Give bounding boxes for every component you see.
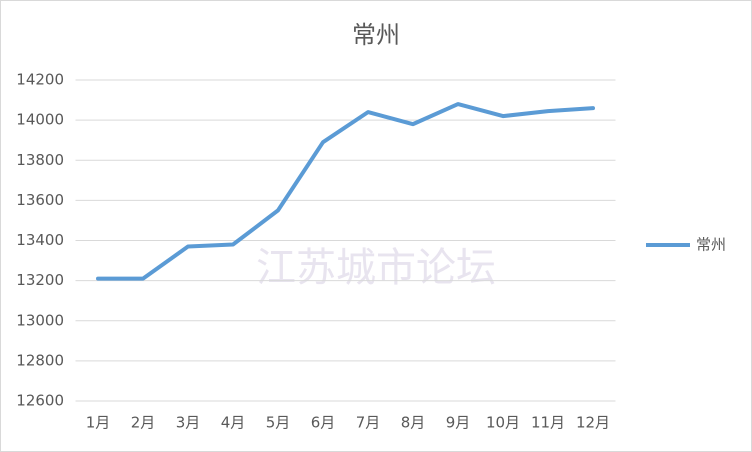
y-tick-label: 13600 <box>16 191 64 209</box>
y-tick-label: 14200 <box>16 71 64 89</box>
y-tick-label: 13200 <box>16 271 64 289</box>
legend-label: 常州 <box>696 236 726 254</box>
y-tick-label: 13800 <box>16 151 64 169</box>
x-tick-label: 3月 <box>176 414 201 432</box>
y-tick-label: 13400 <box>16 231 64 249</box>
y-tick-label: 12600 <box>16 392 64 410</box>
x-tick-label: 10月 <box>486 414 520 432</box>
data-line <box>96 102 595 281</box>
y-tick-label: 14000 <box>16 111 64 129</box>
x-tick-label: 11月 <box>531 414 565 432</box>
x-tick-label: 6月 <box>311 414 336 432</box>
x-tick-label: 5月 <box>266 414 291 432</box>
x-tick-label: 9月 <box>446 414 471 432</box>
y-tick-label: 13000 <box>16 311 64 329</box>
y-tick-label: 12800 <box>16 351 64 369</box>
x-tick-label: 8月 <box>401 414 426 432</box>
x-tick-label: 1月 <box>86 414 111 432</box>
x-tick-label: 2月 <box>131 414 156 432</box>
x-tick-label: 4月 <box>221 414 246 432</box>
x-tick-label: 12月 <box>576 414 610 432</box>
chart-title: 常州 <box>352 21 400 49</box>
x-tick-label: 7月 <box>356 414 381 432</box>
watermark: 江苏城市论坛 <box>256 245 496 291</box>
